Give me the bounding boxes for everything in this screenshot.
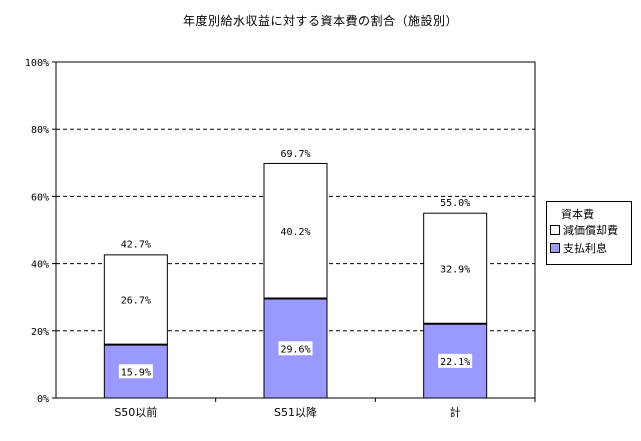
legend-swatch-interest [550, 243, 560, 253]
legend-item-depreciation: 減価償却費 [550, 223, 618, 237]
total-label-1: 69.7% [280, 149, 310, 160]
value-label-depreciation-1: 40.2% [280, 227, 310, 238]
x-tick-label-2: 計 [450, 405, 461, 419]
value-label-interest-2: 22.1% [440, 357, 470, 368]
legend-swatch-depreciation [550, 225, 560, 235]
y-tick-label-80: 80% [31, 125, 49, 136]
legend-item-interest: 支払利息 [550, 241, 607, 255]
legend-label-depreciation: 減価償却費 [563, 224, 618, 237]
value-label-bg-0-1 [278, 341, 313, 356]
x-tick-label-0: S50以前 [114, 405, 157, 419]
value-label-bg-1-0 [118, 292, 153, 307]
y-tick-label-0: 0% [37, 394, 49, 405]
value-label-bg-0-2 [438, 353, 473, 368]
value-label-bg-1-1 [278, 224, 313, 239]
y-tick-label-60: 60% [31, 192, 49, 203]
legend-label-interest: 支払利息 [563, 242, 607, 255]
chart-title: 年度別給水収益に対する資本費の割合（施設別） [182, 14, 458, 28]
legend: 資本費 減価償却費 支払利息 [546, 201, 632, 265]
value-label-depreciation-2: 32.9% [440, 264, 470, 275]
y-tick-label-100: 100% [25, 58, 49, 69]
total-label-0: 42.7% [121, 240, 151, 251]
value-label-interest-1: 29.6% [280, 344, 310, 355]
y-tick-label-20: 20% [31, 327, 49, 338]
value-label-depreciation-0: 26.7% [121, 296, 151, 307]
x-tick-label-1: S51以降 [274, 405, 317, 419]
value-label-bg-1-2 [438, 261, 473, 276]
y-tick-label-40: 40% [31, 260, 49, 271]
value-label-bg-0-0 [118, 364, 153, 379]
total-label-2: 55.0% [440, 198, 470, 209]
legend-title: 資本費 [561, 208, 594, 221]
value-label-interest-0: 15.9% [121, 367, 151, 378]
